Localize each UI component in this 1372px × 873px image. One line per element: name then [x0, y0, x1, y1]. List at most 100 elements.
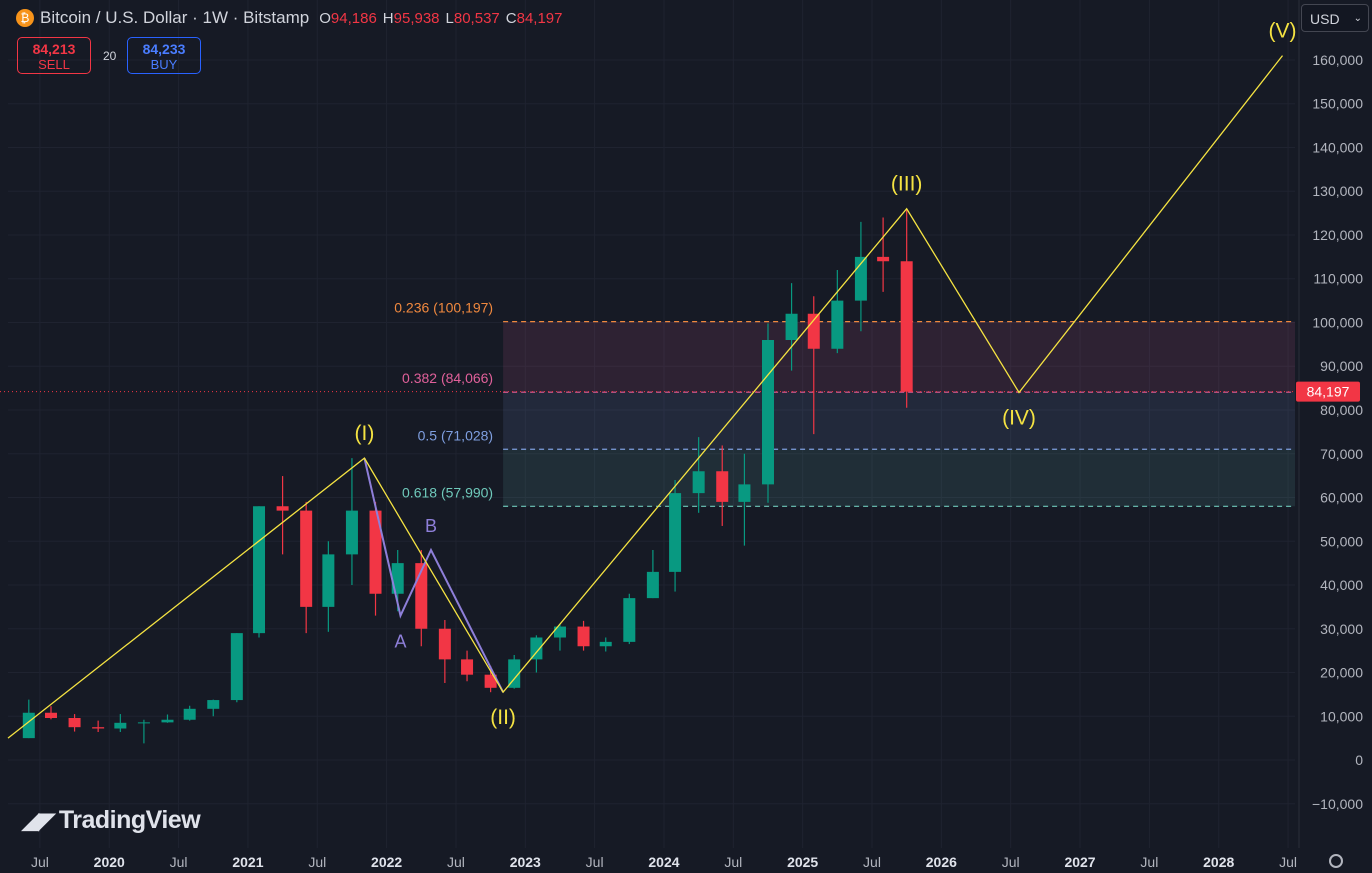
x-tick-label: 2024 [648, 854, 679, 870]
candle-body [345, 510, 358, 555]
x-tick-label: Jul [586, 854, 604, 870]
coin-icon: ₿ [16, 9, 34, 27]
candle-body [161, 719, 174, 723]
brand-logo: ◢◤ TradingView [22, 806, 201, 834]
y-tick-label: 140,000 [1312, 139, 1363, 155]
sell-button[interactable]: 84,213 SELL [17, 37, 91, 74]
y-tick-label: 130,000 [1312, 183, 1363, 199]
fib-label: 0.382 (84,066) [402, 370, 493, 386]
ohlc-key: L [445, 10, 454, 27]
candle-body [785, 313, 798, 340]
candle-body [599, 641, 612, 647]
x-tick-label: Jul [1140, 854, 1158, 870]
y-tick-label: 70,000 [1320, 446, 1363, 462]
fib-label: 0.236 (100,197) [394, 300, 493, 316]
wave-label: (II) [490, 706, 516, 729]
x-tick-label: 2028 [1203, 854, 1234, 870]
candle-body [553, 626, 566, 638]
y-tick-label: 40,000 [1320, 577, 1363, 593]
y-tick-label: 160,000 [1312, 52, 1363, 68]
fib-zone [503, 392, 1295, 450]
x-tick-label: Jul [31, 854, 49, 870]
candle-body [646, 571, 659, 599]
title: Bitcoin / U.S. Dollar · 1W · Bitstamp [40, 8, 310, 27]
candle-body [461, 659, 474, 675]
candle-body [322, 554, 335, 607]
ohlc: O94,186 H95,938 L80,537 C84,197 [319, 10, 568, 27]
last-price-label: 84,197 [1307, 384, 1350, 400]
y-tick-label: 90,000 [1320, 358, 1363, 374]
candle-body [669, 493, 682, 572]
fib-zone [503, 449, 1295, 507]
x-tick-label: 2021 [232, 854, 263, 870]
wave-line [7, 55, 1284, 739]
candle-body [137, 722, 150, 724]
candle-body [300, 510, 313, 607]
y-tick-label: 80,000 [1320, 402, 1363, 418]
x-tick-label: Jul [863, 854, 881, 870]
candle-body [438, 628, 451, 660]
wave-label: (III) [891, 173, 923, 196]
x-tick-label: 2023 [510, 854, 541, 870]
ohlc-key: C [505, 10, 517, 27]
candle-body [44, 712, 57, 719]
fib-label: 0.5 (71,028) [418, 427, 494, 443]
candle-body [900, 261, 913, 392]
candle-body [761, 339, 774, 485]
x-tick-label: 2022 [371, 854, 402, 870]
x-tick-label: Jul [308, 854, 326, 870]
buy-button[interactable]: 84,233 BUY [127, 37, 201, 74]
x-tick-label: 2025 [787, 854, 818, 870]
y-tick-label: 20,000 [1320, 665, 1363, 681]
x-tick-label: Jul [170, 854, 188, 870]
candle-body [207, 700, 220, 709]
candle-body [183, 708, 196, 720]
y-tick-label: 30,000 [1320, 621, 1363, 637]
x-tick-label: Jul [447, 854, 465, 870]
ohlc-key: H [382, 10, 394, 27]
y-tick-label: 0 [1355, 752, 1363, 768]
fib-zone [503, 321, 1295, 393]
y-tick-label: 50,000 [1320, 533, 1363, 549]
candle-body [276, 506, 289, 511]
x-tick-label: Jul [724, 854, 742, 870]
wave-label: (IV) [1002, 406, 1036, 429]
candle-body [877, 256, 890, 262]
spread: 20 [103, 49, 117, 63]
y-tick-label: 150,000 [1312, 96, 1363, 112]
candle-body [831, 300, 844, 349]
candle-body [623, 598, 636, 642]
wave-label: (V) [1269, 20, 1297, 43]
candle-body [716, 471, 729, 502]
currency-select[interactable]: USD ⌄ [1301, 4, 1369, 32]
candle-body [807, 313, 820, 349]
abc-label: A [394, 632, 406, 652]
ohlc-value: 94,186 [330, 10, 377, 27]
symbol-header: ₿ Bitcoin / U.S. Dollar · 1W · Bitstamp O9… [16, 8, 569, 28]
abc-label: B [425, 516, 437, 536]
x-tick-label: 2020 [94, 854, 125, 870]
ohlc-value: 80,537 [453, 10, 500, 27]
wave-label: (I) [355, 422, 375, 445]
x-tick-label: 2027 [1064, 854, 1095, 870]
candle-body [68, 718, 81, 728]
sell-label: SELL [38, 57, 70, 72]
abc-line [363, 457, 504, 693]
y-tick-label: 110,000 [1313, 271, 1363, 287]
currency: USD [1310, 11, 1340, 27]
buy-price: 84,233 [142, 41, 186, 57]
candle-body [114, 722, 127, 729]
candle-body [530, 637, 543, 660]
buy-label: BUY [150, 57, 178, 72]
ohlc-value: 95,938 [393, 10, 440, 27]
candle-body [738, 484, 751, 502]
ohlc-value: 84,197 [516, 10, 563, 27]
candle-body [484, 674, 497, 688]
brand: TradingView [58, 806, 201, 834]
sell-price: 84,213 [32, 41, 76, 57]
last-price-badge [1296, 381, 1360, 402]
candle-body [577, 626, 590, 647]
y-tick-label: 100,000 [1312, 314, 1363, 330]
